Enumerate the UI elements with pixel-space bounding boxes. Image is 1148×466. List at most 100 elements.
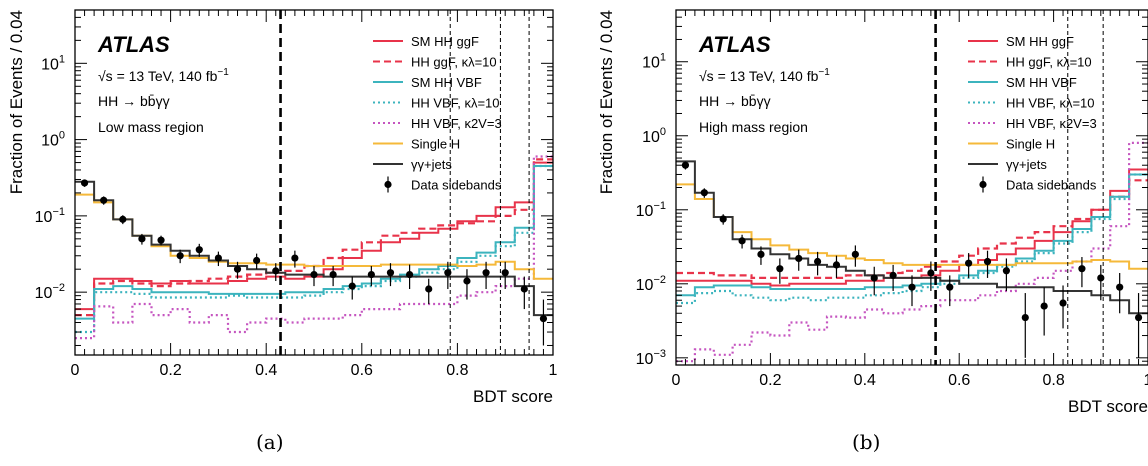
legend-marker [979,180,987,189]
energy-label: √s = 13 TeV, 140 fb−1 [699,67,830,84]
region-label: Low mass region [98,119,204,135]
data-point [757,250,765,258]
legend-item: SM HH VBF [968,75,1077,90]
data-point [870,274,878,282]
data-point [253,256,261,265]
series-sm-hh-ggf [75,161,553,311]
data-point [272,267,280,275]
legend-item: SM HH VBF [373,75,482,90]
data-point [310,270,318,279]
data-point [1097,274,1105,282]
data-point [425,285,433,293]
chart-low-mass: 0 0.2 0.4 0.6 0.8 1 BDT score 10−2 10−1 100 101 Fra… [7,9,558,406]
series-hh-vbf-10 [75,164,553,334]
data-point [681,161,690,169]
legend-marker [384,180,392,189]
data-point [1040,302,1048,310]
data-point [814,257,822,266]
legend-label: Single H [1006,137,1055,152]
data-point [1134,313,1143,322]
x-tick-label: 0.6 [351,362,373,379]
legend-label: HH VBF, κ2V=3 [1006,116,1097,131]
data-point [719,215,727,223]
data-point [1002,267,1010,275]
legend-label: γγ+jets [1006,157,1047,172]
legend-item: HH ggF, κλ=10 [373,55,497,70]
legend-item: HH VBF, κλ=10 [968,96,1095,111]
data-point [482,269,490,277]
data-point [406,270,414,279]
caption-b: (b) [852,430,881,454]
data-point [157,236,165,244]
x-tick-label: 1 [549,362,558,379]
legend-label: Data sidebands [411,178,502,193]
y-tick-label: 10−1 [35,206,65,226]
x-tick-label: 0.4 [854,372,876,389]
series-sm-hh-vbf [75,165,553,320]
x-tick-label: 0.8 [446,362,468,379]
data-point [1059,299,1067,307]
y-axis: 10−3 10−2 10−1 100 101 Fraction of Events / 0… [597,9,1148,368]
data-point [501,269,509,277]
data-point [539,315,548,323]
legend-label: SM HH VBF [411,75,482,90]
data-point [348,282,356,290]
data-point [908,283,916,291]
y-tick-label: 10−1 [636,200,666,220]
legend: SM HH ggF HH ggF, κλ=10 SM HH VBF HH VBF, κ… [968,34,1097,193]
y-tick-label: 10−2 [35,282,65,302]
x-tick-label: 0.2 [159,362,181,379]
x-tick-label: 0.4 [255,362,277,379]
series-hh-vbf-10 [676,173,1148,305]
data-point [700,189,708,197]
x-axis-label: BDT score [1068,397,1148,416]
data-point [795,254,803,263]
series--jets [676,160,1148,315]
data-point [329,270,337,279]
y-axis: 10−2 10−1 100 101 Fraction of Events / 0.04 [7,9,553,346]
legend-item: SM HH ggF [373,34,479,49]
data-point [233,265,242,273]
series-hh-ggf-10 [676,179,1148,279]
data-point [386,269,395,277]
data-point [214,254,222,262]
y-tick-label: 101 [41,53,65,73]
data-point [889,271,897,279]
legend-item: HH VBF, κλ=10 [373,96,500,111]
x-tick-label: 0 [672,372,681,389]
y-tick-label: 100 [642,126,666,146]
plot-area [75,10,553,355]
data-point [1116,283,1124,291]
caption-a: (a) [256,430,284,454]
x-axis: 0 0.2 0.4 0.6 0.8 1 BDT score [672,10,1148,416]
y-tick-label: 10−2 [636,274,666,294]
data-point [100,196,108,204]
region-label: High mass region [699,119,808,135]
data-point [1021,313,1029,322]
data-point [80,179,89,187]
process-label: HH → bb̄γγ [98,93,170,109]
y-tick-label: 100 [41,130,65,150]
legend-label: SM HH ggF [1006,34,1074,49]
series-hh-vbf-2v-3 [676,141,1148,363]
data-point [738,237,746,245]
x-axis: 0 0.2 0.4 0.6 0.8 1 BDT score [71,10,558,406]
legend: SM HH ggF HH ggF, κλ=10 SM HH VBF HH VBF, κ… [373,34,502,193]
legend-item: Single H [968,137,1055,152]
x-axis-label: BDT score [473,387,553,406]
legend-item: Data sidebands [384,176,502,193]
legend-label: SM HH ggF [411,34,479,49]
energy-label: √s = 13 TeV, 140 fb−1 [98,67,229,84]
data-point [138,235,146,243]
data-point [776,265,784,273]
process-label: HH → bb̄γγ [699,93,771,109]
y-axis-label: Fraction of Events / 0.04 [7,10,26,194]
series-sm-hh-vbf [676,173,1148,297]
x-tick-label: 0.6 [948,372,970,389]
legend-item: Single H [373,137,460,152]
legend-label: HH ggF, κλ=10 [1006,55,1092,70]
atlas-label: ATLAS [97,32,170,57]
panel-a: 0 0.2 0.4 0.6 0.8 1 BDT score 10−2 10−1 100 101 Fra… [0,0,560,466]
